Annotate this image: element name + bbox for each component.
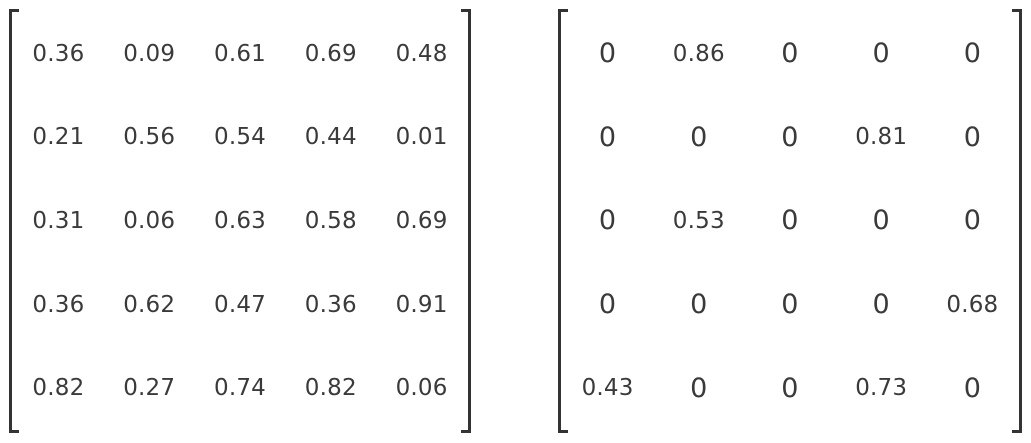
- matrix-cell: 0: [963, 121, 982, 153]
- left-bracket: [558, 9, 568, 433]
- matrix-cell: 0: [598, 121, 617, 153]
- matrix-cell: 0: [781, 289, 799, 321]
- matrix-cell: 0.06: [123, 207, 176, 234]
- matrix-cell: 0: [690, 289, 708, 321]
- matrix-cell: 0: [690, 372, 708, 404]
- matrix-cell: 0: [963, 205, 982, 237]
- left-bracket: [9, 9, 19, 433]
- left-matrix: 0.36 0.09 0.61 0.69 0.48 0.21 0.56 0.54 …: [9, 9, 471, 433]
- matrix-cell: 0.74: [213, 375, 266, 402]
- matrix-cell: 0.56: [123, 124, 176, 151]
- matrix-cell: 0.36: [32, 40, 85, 67]
- matrix-cell: 0.48: [395, 40, 448, 67]
- matrix-cell: 0.44: [304, 124, 357, 151]
- matrix-cell: 0.06: [395, 375, 448, 402]
- matrix-cell: 0.69: [395, 207, 448, 234]
- matrix-cell: 0.61: [213, 40, 266, 67]
- matrix-cell: 0.01: [395, 124, 448, 151]
- matrix-cell: 0.21: [32, 124, 85, 151]
- matrix-cell: 0.86: [672, 40, 725, 67]
- matrix-cell: 0.47: [213, 291, 266, 318]
- matrix-cell: 0: [781, 205, 799, 237]
- matrix-cell: 0: [598, 38, 617, 70]
- matrix-cell: 0: [872, 38, 890, 70]
- right-bracket: [1012, 9, 1022, 433]
- matrix-cell: 0: [872, 289, 890, 321]
- matrix-cell: 0.36: [32, 291, 85, 318]
- matrix-cell: 0.36: [304, 291, 357, 318]
- matrix-cell: 0.62: [123, 291, 176, 318]
- matrix-cell: 0.58: [304, 207, 357, 234]
- matrix-cell: 0: [963, 38, 982, 70]
- matrix-cell: 0.09: [123, 40, 176, 67]
- matrix-grid: 0.36 0.09 0.61 0.69 0.48 0.21 0.56 0.54 …: [13, 12, 467, 430]
- matrix-cell: 0: [963, 372, 982, 404]
- matrix-cell: 0.27: [123, 375, 176, 402]
- matrix-cell: 0.68: [946, 291, 999, 318]
- matrix-cell: 0.63: [213, 207, 266, 234]
- matrix-cell: 0.82: [32, 375, 85, 402]
- matrix-cell: 0.54: [213, 124, 266, 151]
- right-matrix: 0 0.86 0 0 0 0 0 0 0.81 0 0 0.53 0 0 0 0…: [558, 9, 1022, 433]
- matrix-cell: 0: [872, 205, 890, 237]
- matrix-cell: 0.82: [304, 375, 357, 402]
- matrix-cell: 0.81: [855, 124, 908, 151]
- matrix-cell: 0.53: [672, 207, 725, 234]
- matrix-cell: 0: [598, 289, 617, 321]
- matrix-cell: 0: [781, 372, 799, 404]
- matrix-cell: 0: [781, 121, 799, 153]
- matrix-grid: 0 0.86 0 0 0 0 0 0 0.81 0 0 0.53 0 0 0 0…: [562, 12, 1018, 430]
- matrix-cell: 0.31: [32, 207, 85, 234]
- matrix-cell: 0: [781, 38, 799, 70]
- right-bracket: [461, 9, 471, 433]
- matrix-cell: 0.91: [395, 291, 448, 318]
- matrix-cell: 0: [598, 205, 617, 237]
- matrix-cell: 0: [690, 121, 708, 153]
- matrix-cell: 0.73: [855, 375, 908, 402]
- matrix-cell: 0.69: [304, 40, 357, 67]
- matrix-cell: 0.43: [581, 375, 634, 402]
